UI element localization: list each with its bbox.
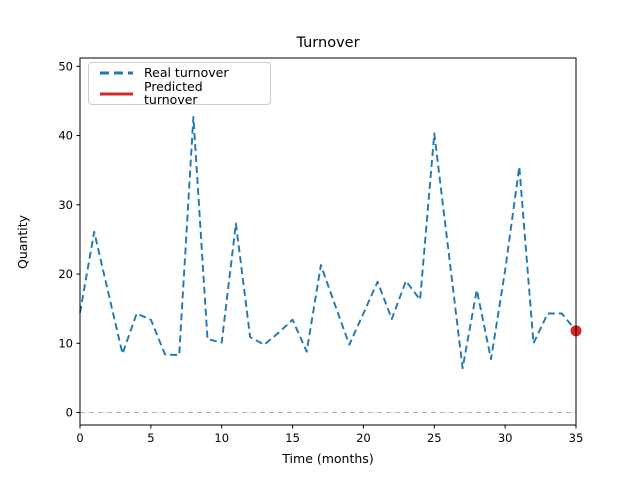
real-turnover-line	[79, 115, 577, 370]
chart-title: Turnover	[295, 35, 359, 51]
plot-border	[79, 57, 577, 426]
x-tick-label: 30	[498, 431, 513, 445]
x-tick-label: 15	[285, 431, 300, 445]
legend-label-predicted-turnover: Predicted turnover	[144, 79, 203, 107]
x-tick-label: 0	[76, 431, 83, 445]
y-tick-label: 50	[58, 59, 73, 73]
x-tick-label: 35	[569, 431, 584, 445]
x-axis-label: Time (months)	[281, 451, 373, 466]
solid-line-icon	[100, 92, 133, 95]
legend-item-real-turnover: Real turnover	[89, 65, 270, 81]
y-axis-label: Quantity	[15, 214, 30, 269]
y-tick-label: 10	[58, 336, 73, 350]
legend: Real turnover Predicted turnover	[88, 62, 271, 105]
y-tick-label: 30	[58, 198, 73, 212]
y-tick-label: 40	[58, 129, 73, 143]
y-tick-label: 0	[66, 406, 73, 420]
dashed-line-icon	[100, 71, 133, 75]
legend-label-real-turnover: Real turnover	[144, 64, 229, 80]
legend-item-predicted-turnover: Predicted turnover	[89, 80, 270, 105]
x-tick-label: 20	[356, 431, 371, 445]
x-tick-label: 10	[214, 431, 229, 445]
x-tick-label: 5	[147, 431, 154, 445]
x-tick-label: 25	[427, 431, 442, 445]
y-tick-label: 20	[58, 267, 73, 281]
